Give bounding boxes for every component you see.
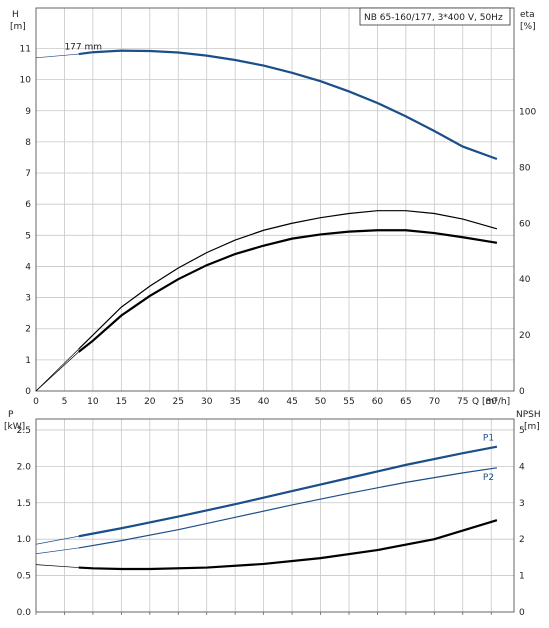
series-lead-segment [35,53,79,59]
left-tick-label: 1 [25,356,31,366]
top-right-axis-label-2: [%] [520,22,536,32]
right-tick-label: 40 [519,275,531,285]
series-lead-segment [35,535,79,545]
x-tick-label: 35 [229,397,240,407]
left-tick-label: 3 [25,294,31,304]
right-tick-label: 5 [519,426,525,436]
x-tick-label: 50 [315,397,327,407]
top-right-tick-labels: 0 20 40 60 80 100 [519,107,536,397]
series-curve-2 [78,519,498,571]
top-left-axis-label-2: [m] [10,22,26,32]
x-tick-label: 55 [343,397,354,407]
series-label-P2: P2 [483,473,494,483]
x-tick-label: 0 [33,397,39,407]
top-left-tick-labels: 0 1 2 3 4 5 6 7 8 9 10 11 [20,44,32,397]
series-lead-segment [35,547,79,555]
right-tick-label: 0 [519,608,525,618]
left-tick-label: 5 [25,231,31,241]
bottom-chart-series: P1 P2 [35,434,498,571]
x-tick-label: 45 [286,397,297,407]
left-tick-label: 11 [20,44,31,54]
x-axis-label: Q [m³/h] [472,397,510,407]
series-curve-2 [77,229,498,353]
right-tick-label: 20 [519,331,531,341]
series-curve-1 [78,210,498,350]
x-tick-label: 25 [173,397,184,407]
right-tick-label: 60 [519,219,531,229]
left-tick-label: 2 [25,325,31,335]
right-tick-label: 4 [519,462,525,472]
right-tick-label: 3 [519,499,525,509]
series-label-P1: P1 [483,434,494,444]
left-tick-label: 1.5 [17,499,31,509]
series-P2 [78,467,498,549]
impeller-diameter-label: 177 mm [64,43,102,53]
x-tick-label: 30 [201,397,213,407]
right-tick-label: 0 [519,387,525,397]
chart-title: NB 65-160/177, 3*400 V, 50Hz [364,13,503,23]
left-tick-label: 2.5 [17,426,31,436]
left-tick-label: 1.0 [17,535,32,545]
x-tick-label: 75 [457,397,468,407]
bottom-left-axis-label-2: [kW] [4,422,25,432]
top-chart-series [35,49,498,392]
x-tick-label: 65 [400,397,411,407]
left-tick-label: 7 [25,169,31,179]
left-tick-label: 10 [20,76,32,86]
left-tick-label: 0 [25,387,31,397]
series-lead-segment [35,564,79,568]
left-tick-label: 2.0 [17,462,32,472]
left-tick-label: 9 [25,107,31,117]
bottom-right-axis-label-2: [m] [524,422,540,432]
right-tick-label: 2 [519,535,525,545]
left-tick-label: 4 [25,262,31,272]
x-tick-label: 5 [62,397,68,407]
bottom-left-tick-labels: 0.0 0.5 1.0 1.5 2.0 2.5 [17,426,32,618]
series-177-mm [78,49,498,161]
bottom-chart: 0.0 0.5 1.0 1.5 2.0 2.5 0 1 2 3 4 5 P1 P2 P [kW] NP… [4,410,541,618]
top-chart-grid [35,8,514,392]
series-lead-segment [35,351,79,392]
right-tick-label: 100 [519,107,536,117]
series-P1 [78,445,498,538]
top-right-axis-label-1: eta [520,10,535,20]
left-tick-label: 0.5 [17,572,31,582]
x-tick-label: 40 [258,397,270,407]
bottom-x-tick-marks [35,612,492,615]
bottom-chart-frame [35,418,515,613]
x-tick-label: 15 [116,397,127,407]
top-chart: 0 5 10 15 20 25 30 35 40 45 50 55 60 65 70 75 80 0123456… [10,7,536,407]
bottom-right-axis-label-1: NPSH [516,410,541,420]
top-chart-frame [35,7,515,392]
x-tick-label: 20 [144,397,156,407]
bottom-chart-grid [35,419,514,613]
left-tick-label: 6 [25,200,31,210]
bottom-right-tick-labels: 0 1 2 3 4 5 [519,426,525,618]
right-tick-label: 1 [519,572,525,582]
bottom-left-axis-label-1: P [8,410,14,420]
chart-title-box [359,7,511,26]
x-tick-label: 80 [486,397,498,407]
left-tick-label: 8 [25,138,31,148]
top-left-axis-label-1: H [12,10,19,20]
left-tick-label: 0.0 [17,608,32,618]
x-tick-label: 10 [87,397,99,407]
right-tick-label: 80 [519,163,531,173]
x-tick-label: 70 [429,397,441,407]
top-x-tick-labels: 0 5 10 15 20 25 30 35 40 45 50 55 60 65 70 75 80 [33,397,497,407]
x-tick-label: 60 [372,397,384,407]
